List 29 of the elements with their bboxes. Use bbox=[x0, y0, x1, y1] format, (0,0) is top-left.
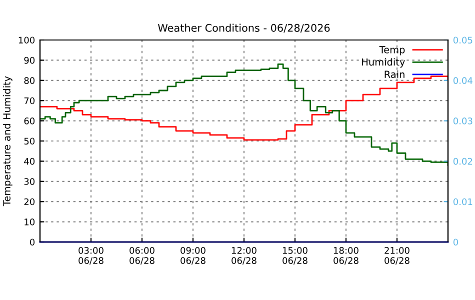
x-tick-label: 03:00 06/28 bbox=[78, 247, 104, 265]
x-tick-label: 18:00 06/28 bbox=[334, 247, 358, 265]
y-tick-label: 60 bbox=[24, 118, 35, 124]
y-tick-label: 90 bbox=[24, 56, 35, 64]
y-axis-title: Temperature and Humidity bbox=[2, 76, 12, 206]
y2-tick-label: 0.03 bbox=[453, 118, 472, 124]
y2-tick-label: 0.04 bbox=[453, 77, 472, 84]
y-tick-label: 10 bbox=[24, 218, 35, 226]
x-tick-label: 09:00 06/28 bbox=[180, 247, 206, 265]
y-tick-label: 50 bbox=[24, 138, 35, 145]
y-tick-label: 80 bbox=[24, 77, 35, 84]
y-tick-label: 0 bbox=[30, 238, 35, 246]
y-tick-label: 30 bbox=[24, 178, 35, 185]
y-tick-label: 20 bbox=[24, 198, 35, 206]
y2-tick-label: 0.05 bbox=[453, 36, 472, 44]
y-tick-label: 40 bbox=[24, 158, 35, 165]
legend-label: Temp bbox=[379, 46, 405, 56]
x-tick-label: 21:00 06/28 bbox=[384, 247, 410, 265]
x-tick-label: 06:00 06/28 bbox=[130, 247, 154, 265]
y2-tick-label: 0 bbox=[453, 238, 458, 246]
y-tick-label: 70 bbox=[24, 97, 35, 104]
y-tick-label: 100 bbox=[18, 36, 35, 44]
y2-tick-label: 0.01 bbox=[453, 198, 472, 206]
y2-tick-label: 0.02 bbox=[453, 158, 472, 165]
legend-label: Humidity bbox=[362, 58, 405, 68]
x-tick-label: 15:00 06/28 bbox=[282, 247, 308, 265]
chart-title: Weather Conditions - 06/28/2026 bbox=[158, 24, 330, 33]
legend-label: Rain bbox=[384, 70, 404, 78]
x-tick-label: 12:00 06/28 bbox=[232, 247, 256, 265]
